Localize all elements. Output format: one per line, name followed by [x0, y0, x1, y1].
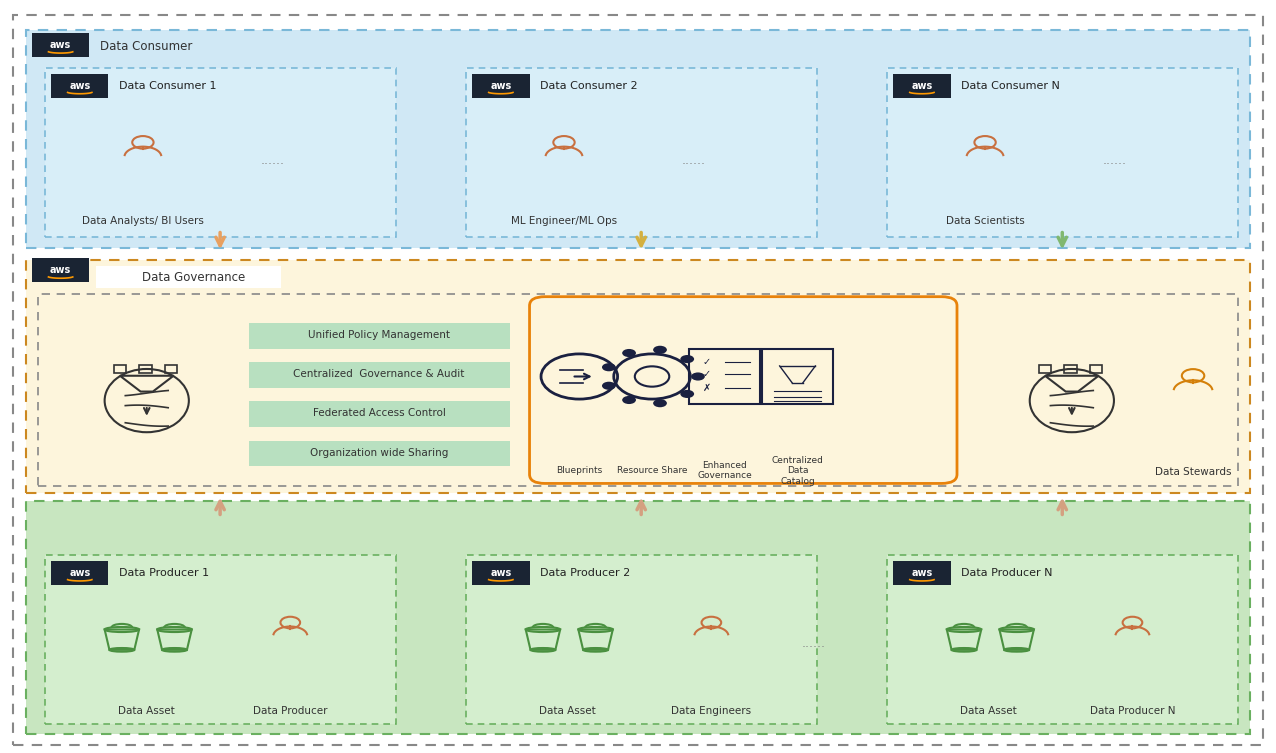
Text: ......: ......: [801, 637, 826, 651]
FancyBboxPatch shape: [466, 68, 817, 237]
Text: ......: ......: [681, 154, 706, 167]
Text: Centralized
Data
Catalog: Centralized Data Catalog: [772, 456, 823, 486]
FancyBboxPatch shape: [26, 501, 1250, 734]
Text: Unified Policy Management: Unified Policy Management: [308, 330, 450, 340]
Text: Data Stewards: Data Stewards: [1155, 467, 1231, 477]
Text: Data Producer N: Data Producer N: [1090, 706, 1175, 716]
Text: Blueprints: Blueprints: [556, 466, 602, 475]
Text: aws: aws: [69, 81, 91, 91]
FancyBboxPatch shape: [249, 362, 510, 388]
Text: Centralized  Governance & Audit: Centralized Governance & Audit: [293, 369, 464, 380]
Circle shape: [623, 349, 635, 357]
Text: Data Producer: Data Producer: [253, 706, 328, 716]
Text: aws: aws: [69, 568, 91, 578]
Text: Data Consumer 2: Data Consumer 2: [540, 81, 638, 91]
Text: ......: ......: [260, 154, 285, 167]
Text: Data Consumer N: Data Consumer N: [961, 81, 1059, 91]
Text: aws: aws: [911, 568, 933, 578]
Text: Data Asset: Data Asset: [961, 706, 1017, 716]
Text: aws: aws: [911, 81, 933, 91]
FancyBboxPatch shape: [26, 260, 1250, 493]
FancyBboxPatch shape: [249, 323, 510, 349]
Text: ML Engineer/ML Ops: ML Engineer/ML Ops: [510, 215, 618, 226]
Text: ✓: ✓: [703, 357, 711, 367]
Text: Resource Share: Resource Share: [616, 466, 688, 475]
Text: Federated Access Control: Federated Access Control: [313, 408, 445, 419]
FancyBboxPatch shape: [893, 561, 951, 585]
FancyBboxPatch shape: [249, 401, 510, 427]
Text: Data Scientists: Data Scientists: [946, 215, 1025, 226]
FancyBboxPatch shape: [472, 74, 530, 98]
Text: Data Producer 1: Data Producer 1: [119, 568, 209, 578]
Circle shape: [623, 396, 635, 404]
FancyBboxPatch shape: [893, 74, 951, 98]
Text: Data Consumer: Data Consumer: [100, 40, 191, 53]
FancyBboxPatch shape: [887, 68, 1238, 237]
Text: ✓: ✓: [703, 370, 711, 380]
Circle shape: [602, 382, 616, 390]
Text: Data Producer N: Data Producer N: [961, 568, 1053, 578]
Text: Data Asset: Data Asset: [119, 706, 175, 716]
FancyBboxPatch shape: [51, 561, 108, 585]
Text: aws: aws: [490, 81, 512, 91]
FancyBboxPatch shape: [466, 555, 817, 724]
Circle shape: [653, 346, 667, 354]
Text: Data Asset: Data Asset: [540, 706, 596, 716]
Text: aws: aws: [490, 568, 512, 578]
Text: aws: aws: [50, 265, 71, 276]
Text: Data Engineers: Data Engineers: [671, 706, 752, 716]
Text: ✗: ✗: [703, 383, 711, 393]
FancyBboxPatch shape: [32, 258, 89, 282]
Text: Organization wide Sharing: Organization wide Sharing: [310, 447, 448, 458]
Circle shape: [692, 373, 704, 380]
Text: Data Governance: Data Governance: [143, 270, 245, 284]
Text: Data Consumer 1: Data Consumer 1: [119, 81, 216, 91]
FancyBboxPatch shape: [530, 297, 957, 483]
FancyBboxPatch shape: [51, 74, 108, 98]
Circle shape: [680, 355, 694, 363]
Circle shape: [602, 363, 616, 371]
FancyBboxPatch shape: [249, 441, 510, 466]
Text: Enhanced
Governance: Enhanced Governance: [698, 461, 752, 480]
Text: Data Analysts/ BI Users: Data Analysts/ BI Users: [82, 215, 204, 226]
FancyBboxPatch shape: [887, 555, 1238, 724]
Circle shape: [653, 399, 667, 407]
Text: ......: ......: [1102, 154, 1127, 167]
FancyBboxPatch shape: [472, 561, 530, 585]
FancyBboxPatch shape: [26, 30, 1250, 248]
FancyBboxPatch shape: [96, 266, 281, 288]
Text: Data Producer 2: Data Producer 2: [540, 568, 630, 578]
FancyBboxPatch shape: [45, 555, 396, 724]
Text: aws: aws: [50, 40, 71, 50]
FancyBboxPatch shape: [32, 33, 89, 57]
Circle shape: [680, 390, 694, 398]
FancyBboxPatch shape: [45, 68, 396, 237]
